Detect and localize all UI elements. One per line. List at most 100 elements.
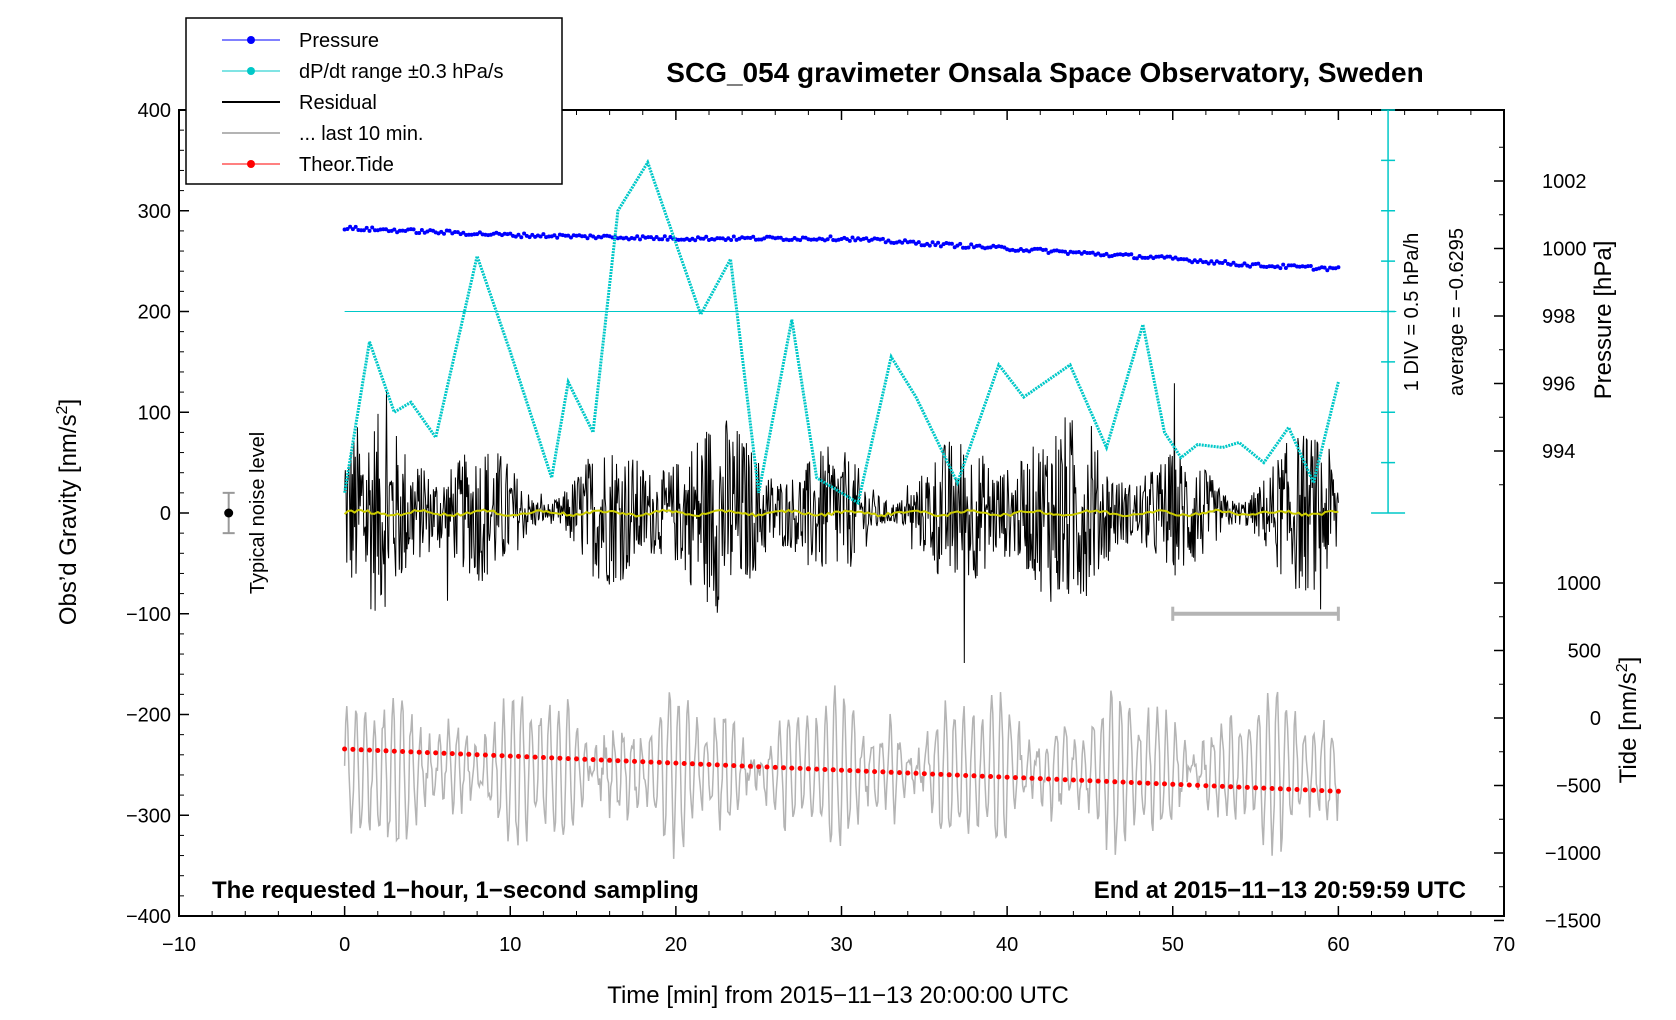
tide-series bbox=[342, 746, 1341, 794]
pressure-point bbox=[789, 237, 794, 242]
pressure-point bbox=[461, 230, 466, 235]
pressure-point bbox=[1104, 251, 1109, 256]
pressure-point bbox=[569, 235, 573, 240]
tide-point bbox=[607, 757, 613, 763]
pressure-point bbox=[911, 239, 916, 244]
tide-point bbox=[714, 762, 720, 768]
tide-point bbox=[1145, 780, 1151, 786]
tide-point bbox=[756, 764, 762, 770]
tide-point bbox=[1037, 776, 1043, 782]
pressure-point bbox=[1242, 261, 1247, 266]
tide-point bbox=[640, 759, 646, 765]
y-tick-label: 400 bbox=[138, 100, 171, 122]
tide-point bbox=[1046, 776, 1051, 782]
pressure-point bbox=[1308, 264, 1313, 268]
pressure-point bbox=[364, 225, 369, 230]
tide-point bbox=[350, 746, 356, 752]
tide-point bbox=[1236, 784, 1242, 790]
tide-point bbox=[1021, 775, 1027, 781]
tide-point bbox=[880, 769, 886, 775]
y-tick-label: −300 bbox=[126, 805, 171, 827]
last10-series bbox=[343, 606, 1340, 859]
tide-point bbox=[706, 762, 712, 767]
tide-point bbox=[805, 766, 811, 772]
pressure-point bbox=[1090, 250, 1095, 255]
pressure-point bbox=[665, 237, 670, 242]
tide-point bbox=[491, 752, 497, 758]
tide-point bbox=[367, 747, 372, 753]
tide-point bbox=[1244, 784, 1250, 790]
pressure-point bbox=[938, 244, 943, 249]
tide-point bbox=[946, 772, 952, 778]
pressure-point bbox=[1281, 262, 1286, 267]
pressure-point bbox=[704, 234, 709, 239]
pressure-point bbox=[555, 235, 560, 240]
x-tick-label: 10 bbox=[499, 934, 521, 956]
pressure-point bbox=[541, 232, 546, 237]
tide-point bbox=[1195, 782, 1201, 788]
tide-point bbox=[1261, 785, 1267, 791]
tide-point bbox=[1070, 777, 1076, 783]
tide-point bbox=[863, 768, 869, 774]
tide-point bbox=[921, 771, 927, 777]
pressure-point bbox=[778, 235, 783, 240]
pressure-point bbox=[654, 235, 659, 239]
pressure-point bbox=[1063, 249, 1068, 254]
tide-point bbox=[1302, 787, 1308, 793]
tide-point bbox=[698, 761, 704, 767]
x-tick-label: 70 bbox=[1493, 934, 1515, 956]
tide-tick-label: 0 bbox=[1590, 708, 1601, 730]
pressure-point bbox=[1248, 264, 1252, 269]
tide-point bbox=[1062, 777, 1068, 783]
legend-item-pressure: Pressure bbox=[222, 30, 379, 52]
pressure-point bbox=[373, 228, 377, 233]
pressure-point bbox=[1228, 262, 1233, 267]
tide-point bbox=[1253, 785, 1259, 791]
noise-level-marker bbox=[224, 508, 234, 518]
pressure-axis-title: Pressure [hPa] bbox=[1590, 241, 1617, 400]
dpdt-line bbox=[343, 158, 1340, 506]
y-axis-title-main: Obs’d Gravity [nm/s bbox=[55, 414, 82, 625]
tide-point bbox=[474, 752, 480, 758]
pressure-point bbox=[853, 238, 858, 243]
tide-point bbox=[507, 753, 513, 759]
x-axis-ticks: −10 0 10 20 30 40 50 60 70 bbox=[162, 110, 1515, 956]
pressure-point bbox=[585, 236, 590, 241]
tide-point bbox=[1162, 781, 1167, 787]
pressure-point bbox=[949, 241, 954, 246]
tide-point bbox=[524, 754, 530, 760]
pressure-point bbox=[1223, 259, 1228, 263]
pressure-point bbox=[1173, 255, 1178, 260]
tide-point bbox=[797, 765, 803, 771]
pressure-point bbox=[847, 238, 852, 243]
tide-point bbox=[433, 750, 439, 756]
pressure-point bbox=[419, 228, 424, 232]
pressure-point bbox=[582, 234, 587, 239]
tide-point bbox=[1054, 776, 1060, 782]
tide-point bbox=[1327, 788, 1333, 794]
pressure-point bbox=[903, 238, 907, 243]
x-tick-label: 20 bbox=[665, 934, 687, 956]
tide-point bbox=[1087, 778, 1093, 784]
legend-item-residual: Residual bbox=[222, 92, 377, 114]
tide-point bbox=[988, 774, 994, 779]
tide-point bbox=[781, 765, 786, 771]
tide-point bbox=[1153, 781, 1159, 787]
tide-point bbox=[1137, 780, 1143, 786]
tide-tick-label: 500 bbox=[1568, 641, 1601, 663]
tide-point bbox=[747, 763, 753, 769]
pressure-scale-label: 1 DIV = 0.5 hPa/h bbox=[1401, 233, 1423, 391]
tide-point bbox=[408, 749, 414, 755]
tide-point bbox=[739, 763, 745, 769]
sampling-note: The requested 1−hour, 1−second sampling bbox=[212, 877, 699, 904]
tide-point bbox=[1170, 781, 1176, 787]
tide-point bbox=[913, 770, 919, 776]
tide-point bbox=[1120, 779, 1126, 785]
pressure-point bbox=[1278, 266, 1283, 271]
pressure-point bbox=[1322, 265, 1327, 270]
tide-point bbox=[772, 764, 778, 770]
x-tick-label: 30 bbox=[830, 934, 852, 956]
tide-point bbox=[1128, 780, 1134, 785]
tide-point bbox=[416, 749, 422, 755]
tide-point bbox=[590, 757, 596, 763]
